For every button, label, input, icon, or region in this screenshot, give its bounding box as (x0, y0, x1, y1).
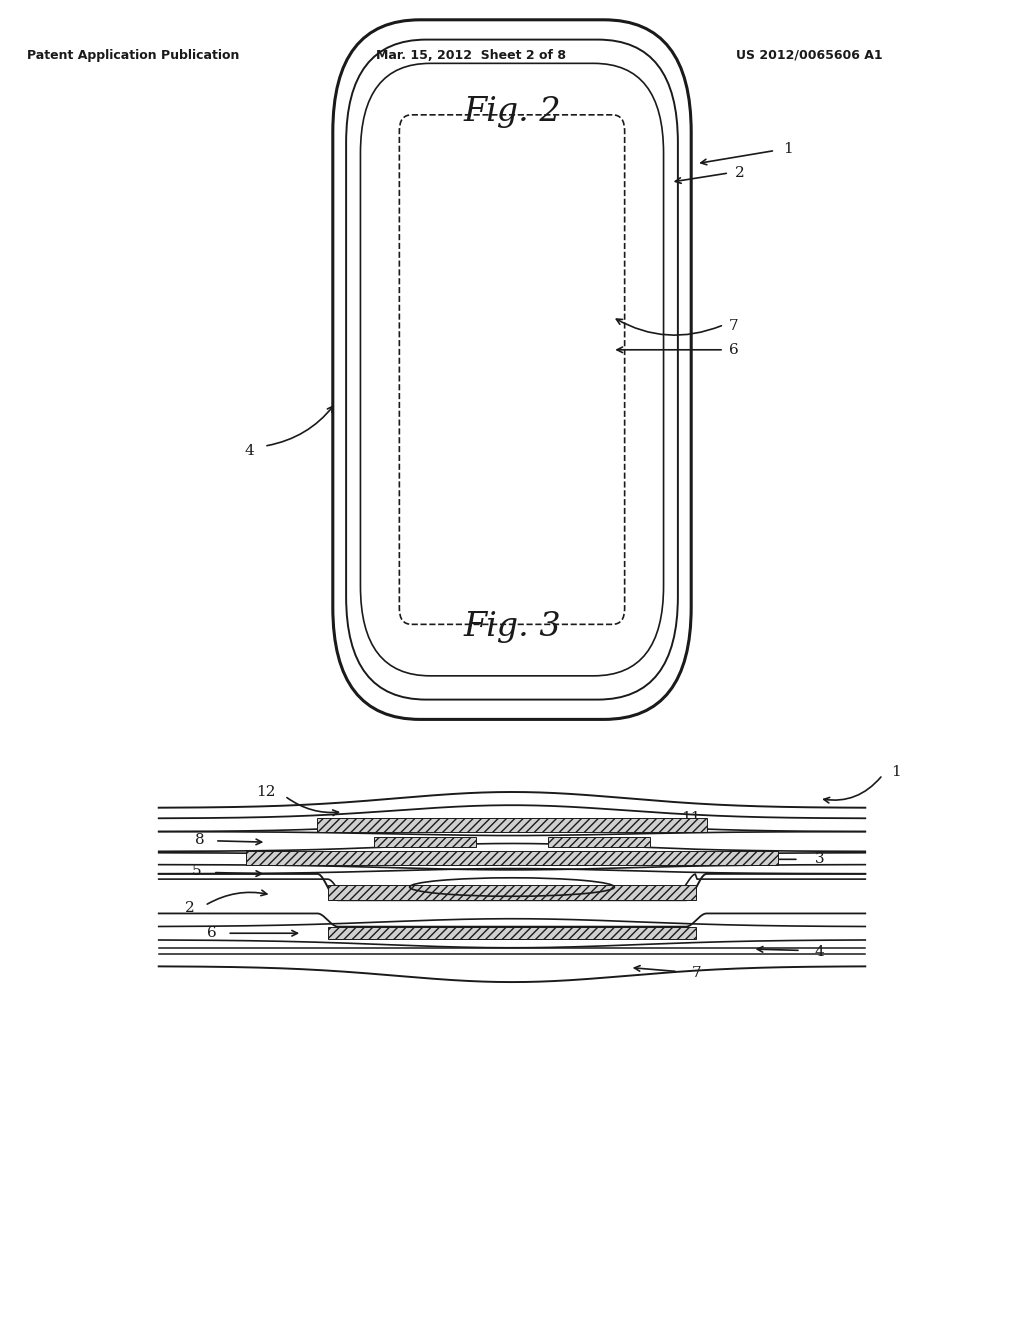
Text: 8: 8 (195, 833, 205, 846)
Text: 1: 1 (783, 143, 794, 156)
Text: 5: 5 (191, 865, 202, 878)
Bar (328, 927, 696, 940)
Text: 2: 2 (184, 902, 195, 915)
Text: 11: 11 (681, 812, 701, 825)
Bar (317, 818, 707, 832)
Text: US 2012/0065606 A1: US 2012/0065606 A1 (735, 49, 883, 62)
Bar (328, 884, 696, 900)
Text: 6: 6 (207, 927, 217, 940)
Text: 6: 6 (729, 343, 739, 356)
Text: 4: 4 (814, 945, 824, 958)
Bar (246, 851, 778, 865)
Text: 12: 12 (256, 785, 276, 799)
Text: 2: 2 (735, 166, 745, 180)
Text: 7: 7 (729, 319, 738, 333)
Text: 7: 7 (691, 966, 701, 979)
Bar (374, 837, 476, 847)
Text: Patent Application Publication: Patent Application Publication (27, 49, 240, 62)
Text: 4: 4 (244, 445, 254, 458)
Text: 3: 3 (814, 853, 824, 866)
Text: Fig. 3: Fig. 3 (463, 611, 561, 643)
Text: Fig. 2: Fig. 2 (463, 96, 561, 128)
Text: Mar. 15, 2012  Sheet 2 of 8: Mar. 15, 2012 Sheet 2 of 8 (376, 49, 566, 62)
Bar (548, 837, 650, 847)
Text: 1: 1 (891, 766, 901, 779)
